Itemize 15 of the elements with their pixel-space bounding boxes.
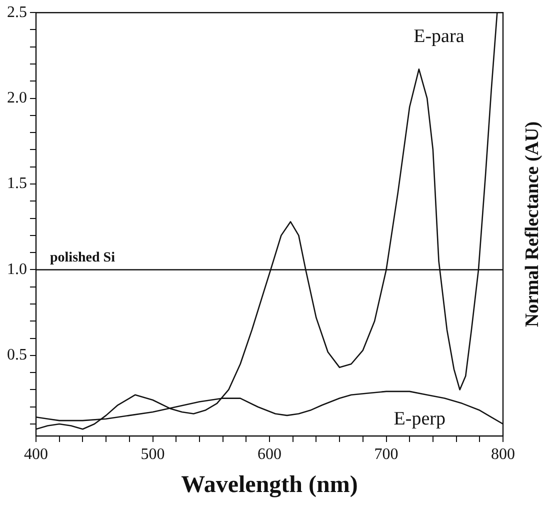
x-tick-label: 700: [374, 446, 398, 463]
x-tick-label: 400: [24, 446, 48, 463]
y-tick-label: 1.5: [7, 175, 27, 192]
x-tick-label: 500: [140, 446, 165, 463]
x-tick-label: 800: [491, 446, 515, 463]
series-label: E-perp: [394, 408, 446, 430]
x-axis-title: Wavelength (nm): [181, 472, 358, 498]
ref-line-label: polished Si: [50, 250, 116, 266]
y-tick-label: 0.5: [7, 346, 27, 364]
x-tick-label: 600: [258, 446, 282, 463]
y-tick-label: 2.0: [7, 90, 27, 107]
y-tick-label: 1.0: [7, 260, 27, 278]
y-axis-title: Normal Reflectance (AU): [522, 121, 543, 328]
y-tick-label: 2.5: [7, 4, 27, 21]
series-label: E-para: [414, 26, 465, 48]
